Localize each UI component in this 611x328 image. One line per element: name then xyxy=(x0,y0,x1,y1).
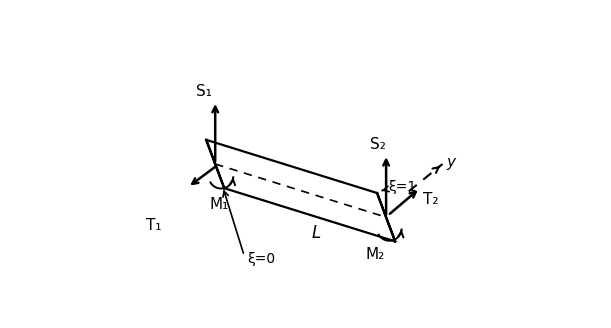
Text: M₂: M₂ xyxy=(365,247,384,261)
Text: T₁: T₁ xyxy=(146,218,161,233)
Text: M₁: M₁ xyxy=(210,196,229,212)
Text: S₁: S₁ xyxy=(196,84,212,98)
Text: ξ=0: ξ=0 xyxy=(247,252,276,266)
Text: S₂: S₂ xyxy=(370,137,386,152)
Text: y: y xyxy=(447,155,455,170)
Text: T₂: T₂ xyxy=(423,192,438,207)
Text: ξ=1: ξ=1 xyxy=(389,179,417,194)
Text: L: L xyxy=(312,223,321,241)
